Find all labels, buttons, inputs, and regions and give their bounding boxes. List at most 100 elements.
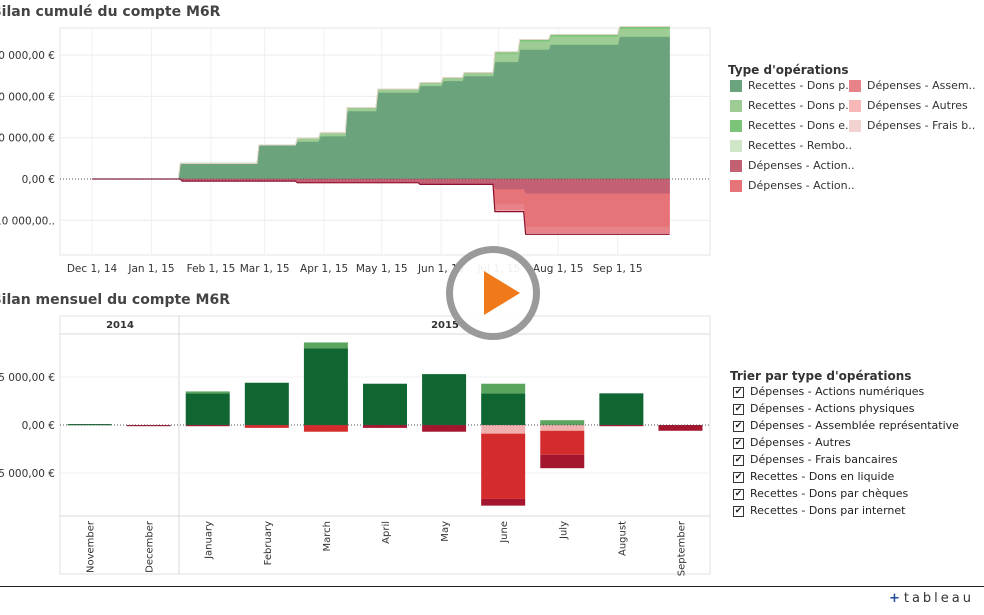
chart2-frame: [59, 315, 711, 575]
bar-may-5[interactable]: [422, 425, 467, 432]
filter-checkbox-item[interactable]: ✔ Recettes - Dons par chèques: [733, 487, 908, 501]
legend-item[interactable]: Recettes - Dons p..: [730, 79, 852, 93]
bar-january-5[interactable]: [185, 425, 230, 427]
chart2-x-tick-label: March: [322, 521, 333, 551]
bar-january-1[interactable]: [185, 391, 230, 394]
filter-checkbox-label: Recettes - Dons par chèques: [750, 487, 909, 500]
chart1-x-tick-label: Jan 1, 15: [127, 263, 174, 275]
legend-swatch: [730, 160, 742, 172]
chart1-y-tick-label: 20 000,00 €: [0, 91, 55, 103]
bar-march-0[interactable]: [303, 348, 348, 425]
checkbox[interactable]: ✔: [733, 403, 744, 415]
legend-swatch: [849, 120, 861, 132]
play-icon: [484, 271, 520, 315]
chart1-y-tick-label: 30 000,00 €: [0, 50, 55, 62]
chart2-year-label: 2014: [106, 320, 134, 331]
bar-november-0[interactable]: [67, 424, 112, 426]
bar-june-4[interactable]: [481, 433, 526, 499]
bar-september-5[interactable]: [658, 425, 703, 431]
bar-july-3[interactable]: [540, 425, 585, 431]
checkbox[interactable]: ✔: [733, 488, 744, 500]
chart2-y-tick-label: 0,00 €: [22, 420, 55, 432]
filter-checkbox-label: Recettes - Dons par internet: [750, 504, 906, 517]
chart2-x-tick-label: November: [86, 520, 97, 573]
checkbox[interactable]: ✔: [733, 505, 744, 517]
filter-checkbox-label: Dépenses - Autres: [750, 436, 851, 449]
filter-checkbox-item[interactable]: ✔ Dépenses - Frais bancaires: [733, 453, 898, 467]
chart2-y-tick-label: 5 000,00 €: [0, 372, 55, 384]
filter-checkbox-item[interactable]: ✔ Dépenses - Actions numériques: [733, 385, 924, 399]
filter-title: Trier par type d'opérations: [730, 369, 912, 383]
chart1-x-tick-label: Aug 1, 15: [533, 263, 584, 275]
bar-august-5[interactable]: [599, 425, 644, 427]
legend-item[interactable]: Dépenses - Frais b..: [849, 119, 975, 133]
filter-checkbox-item[interactable]: ✔ Recettes - Dons en liquide: [733, 470, 894, 484]
legend-item[interactable]: Dépenses - Assem..: [849, 79, 976, 93]
chart2-year-label: 2015: [431, 320, 459, 331]
legend-item[interactable]: Dépenses - Action..: [730, 179, 855, 193]
chart1-x-tick-label: Feb 1, 15: [187, 263, 236, 275]
checkbox[interactable]: ✔: [733, 454, 744, 466]
checkbox[interactable]: ✔: [733, 420, 744, 432]
chart1-x-tick-label: Apr 1, 15: [300, 263, 348, 275]
legend-title: Type d'opérations: [728, 63, 849, 77]
area-negative-outline: [92, 178, 670, 235]
legend-swatch: [849, 80, 861, 92]
chart1-x-tick-label: Mar 1, 15: [240, 263, 290, 275]
legend-label: Recettes - Rembo..: [748, 139, 852, 152]
bar-july-4[interactable]: [540, 430, 585, 455]
tableau-logo-text: tableau: [903, 591, 974, 606]
legend-label: Dépenses - Action..: [748, 179, 855, 192]
legend-label: Recettes - Dons p..: [748, 79, 853, 92]
bar-august-0[interactable]: [599, 393, 644, 425]
chart2-x-tick-label: September: [676, 520, 687, 576]
bar-june-3[interactable]: [481, 425, 526, 434]
chart1-y-tick-label: 10 000,00 €: [0, 133, 55, 145]
checkbox[interactable]: ✔: [733, 437, 744, 449]
chart1-y-tick-label: -10 000,00..: [0, 215, 55, 227]
legend-swatch: [849, 100, 861, 112]
legend-label: Dépenses - Assem..: [867, 79, 976, 92]
legend-item[interactable]: Dépenses - Action..: [730, 159, 855, 173]
filter-checkbox-item[interactable]: ✔ Recettes - Dons par internet: [733, 504, 905, 518]
chart2-x-tick-label: December: [145, 520, 156, 573]
bar-june-5[interactable]: [481, 498, 526, 506]
tableau-logo[interactable]: + tableau: [889, 591, 974, 606]
bar-april-5[interactable]: [363, 425, 407, 428]
bar-december-5[interactable]: [126, 425, 171, 427]
legend-item[interactable]: Recettes - Dons e..: [730, 119, 852, 133]
legend-swatch: [730, 120, 742, 132]
chart1-x-tick-label: May 1, 15: [356, 263, 408, 275]
chart2-x-tick-label: April: [381, 521, 392, 544]
bar-march-1[interactable]: [303, 342, 348, 349]
bar-june-1[interactable]: [481, 383, 526, 394]
bar-june-0[interactable]: [481, 393, 526, 425]
checkbox[interactable]: ✔: [733, 471, 744, 483]
filter-checkbox-item[interactable]: ✔ Dépenses - Assemblée représentative: [733, 419, 959, 433]
legend-item[interactable]: Dépenses - Autres: [849, 99, 968, 113]
cumulative-area-chart: 30 000,00 € 20 000,00 € 10 000,00 € 0,00 € -…: [0, 26, 711, 275]
bar-february-4[interactable]: [244, 425, 289, 428]
chart1-title: Bilan cumulé du compte M6R: [0, 4, 221, 20]
bar-april-0[interactable]: [363, 383, 407, 425]
bar-july-1[interactable]: [540, 420, 585, 425]
legend-label: Recettes - Dons e..: [748, 119, 852, 132]
legend-swatch: [730, 100, 742, 112]
legend-item[interactable]: Recettes - Dons p..: [730, 99, 852, 113]
bar-january-0[interactable]: [185, 393, 230, 425]
chart1-x-tick-label: Sep 1, 15: [593, 263, 643, 275]
chart2-x-tick-label: January: [204, 521, 215, 560]
bar-march-4[interactable]: [303, 425, 348, 432]
legend-label: Dépenses - Autres: [867, 99, 968, 112]
area-series-8: [92, 26, 670, 180]
bar-may-0[interactable]: [422, 374, 467, 425]
legend-label: Dépenses - Action..: [748, 159, 855, 172]
bar-february-0[interactable]: [244, 382, 289, 425]
legend-item[interactable]: Recettes - Rembo..: [730, 139, 852, 153]
filter-checkbox-item[interactable]: ✔ Dépenses - Autres: [733, 436, 851, 450]
chart1-x-tick-label: Dec 1, 14: [67, 263, 118, 275]
filter-checkbox-item[interactable]: ✔ Dépenses - Actions physiques: [733, 402, 915, 416]
play-button[interactable]: [446, 246, 540, 340]
bar-july-5[interactable]: [540, 454, 585, 469]
checkbox[interactable]: ✔: [733, 386, 744, 398]
